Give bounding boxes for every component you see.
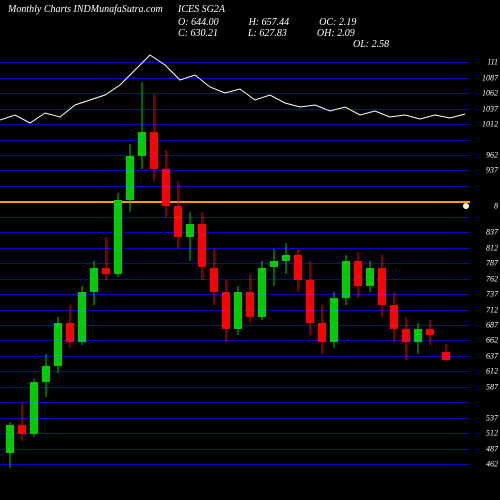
y-axis-label: 1062 [482, 89, 498, 98]
ohlc-oc: OC: 2.19 [319, 17, 356, 28]
reference-line [0, 201, 470, 203]
y-axis-label: 762 [486, 274, 498, 283]
y-axis-label: 587 [486, 382, 498, 391]
grid-line [0, 217, 470, 218]
y-axis-label: 111 [487, 58, 498, 67]
grid-line [0, 356, 470, 357]
y-axis-label: 612 [486, 367, 498, 376]
grid-line [0, 186, 470, 187]
chart-symbol: ICES SG2A [178, 4, 228, 15]
y-axis-label: 962 [486, 151, 498, 160]
y-axis-label: 637 [486, 351, 498, 360]
y-axis-label: 1037 [482, 104, 498, 113]
grid-line [0, 464, 470, 465]
grid-line [0, 433, 470, 434]
ohlc-h: H: 657.44 [249, 17, 290, 28]
y-axis-label: 787 [486, 259, 498, 268]
grid-line [0, 402, 470, 403]
y-axis-label: 537 [486, 413, 498, 422]
grid-line [0, 170, 470, 171]
y-axis-label: 512 [486, 429, 498, 438]
y-axis-label: 712 [486, 305, 498, 314]
grid-line [0, 371, 470, 372]
candlestick-chart [0, 45, 470, 490]
indicator-line [0, 45, 470, 145]
y-axis-label: 837 [486, 228, 498, 237]
grid-line [0, 248, 470, 249]
grid-line [0, 263, 470, 264]
y-axis-labels: 462 487 512 537 587 612 637 662 687 712 737 762 787 8… [470, 45, 500, 490]
grid-line [0, 232, 470, 233]
y-axis-label: 662 [486, 336, 498, 345]
grid-line [0, 387, 470, 388]
y-axis-label: 1087 [482, 73, 498, 82]
grid-line [0, 418, 470, 419]
ohlc-oh: OH: 2.09 [317, 28, 355, 39]
grid-line [0, 279, 470, 280]
y-axis-label: 687 [486, 320, 498, 329]
y-axis-label: 462 [486, 460, 498, 469]
ohlc-c: C: 630.21 [178, 28, 218, 39]
y-axis-label: 937 [486, 166, 498, 175]
ohlc-o: O: 644.00 [178, 17, 219, 28]
y-axis-label: 487 [486, 444, 498, 453]
y-axis-label: 1012 [482, 120, 498, 129]
grid-line [0, 155, 470, 156]
grid-line [0, 449, 470, 450]
ohlc-l: L: 627.83 [248, 28, 287, 39]
y-axis-label: 812 [486, 243, 498, 252]
price-marker-label: 8 [494, 201, 498, 210]
price-marker [463, 203, 469, 209]
chart-title: Monthly Charts INDMunafaSutra.com [8, 4, 178, 15]
y-axis-label: 737 [486, 290, 498, 299]
